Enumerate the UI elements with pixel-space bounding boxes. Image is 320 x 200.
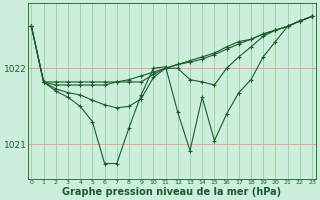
- X-axis label: Graphe pression niveau de la mer (hPa): Graphe pression niveau de la mer (hPa): [62, 187, 281, 197]
